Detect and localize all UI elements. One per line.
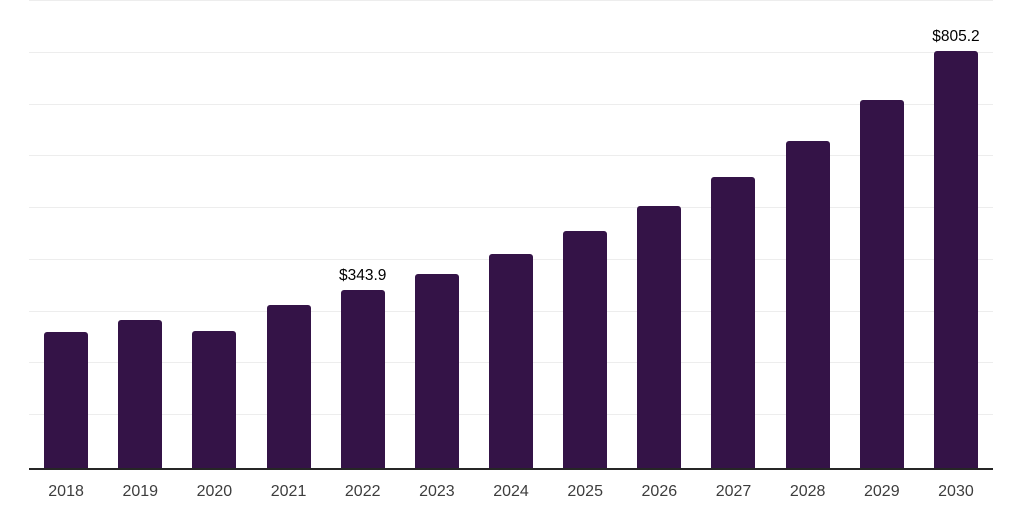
x-tick-label-2022: 2022 [344,483,381,500]
x-tick-label-2018: 2018 [48,483,84,500]
bar-slot-2029 [845,2,919,468]
gridline-800 [29,51,993,53]
x-tick-label-2028: 2028 [789,483,826,500]
plot-area: $343.9 $805.2 [29,0,993,470]
bar-slot-2030: $805.2 [919,2,993,468]
x-tick-label-2030: 2030 [938,483,974,500]
bar-2029 [859,99,904,468]
bar-slot-2021 [251,2,325,468]
bar-slot-2025 [548,2,622,468]
bar-slot-2019 [103,2,177,468]
x-tick-label-2019: 2019 [122,483,159,500]
bar-2026 [637,205,682,468]
bar-2019 [118,319,163,468]
data-label-2022: $343.9 [338,266,387,284]
gridline-500 [29,207,993,209]
bar-slot-2022: $343.9 [326,2,400,468]
data-label-2030: $805.2 [932,28,980,46]
bar-slot-2020 [177,2,251,468]
x-tick-label-2026: 2026 [641,483,678,500]
bar-slot-2027 [696,2,770,468]
bar-slot-2024 [474,2,548,468]
bar-2020 [192,331,237,468]
bar-slot-2026 [622,2,696,468]
bar-series: $343.9 $805.2 [29,2,993,468]
x-tick-label-2020: 2020 [196,483,233,500]
bar-2023 [414,274,459,468]
x-tick-label-2029: 2029 [864,483,900,500]
bar-2030 [933,51,978,468]
gridline-700 [29,103,993,105]
bar-2022 [340,289,385,468]
bar-slot-2023 [400,2,474,468]
bar-slot-2028 [771,2,845,468]
bar-2028 [785,141,830,468]
x-tick-label-2021: 2021 [270,483,307,500]
x-tick-label-2023: 2023 [419,483,455,500]
x-tick-label-2027: 2027 [715,483,752,500]
bar-2024 [489,253,534,468]
bar-2021 [266,304,311,468]
bar-slot-2018 [29,2,103,468]
gridline-600 [29,155,993,157]
bar-2027 [711,176,756,468]
gridline-900 [29,0,993,1]
x-axis-tick-labels: 2018 2019 2020 2021 2022 2023 2024 2025 2026 2027… [29,479,993,505]
x-tick-label-2024: 2024 [493,483,529,500]
bar-2018 [44,332,89,468]
bar-2025 [563,231,608,468]
x-tick-label-2025: 2025 [567,483,603,500]
